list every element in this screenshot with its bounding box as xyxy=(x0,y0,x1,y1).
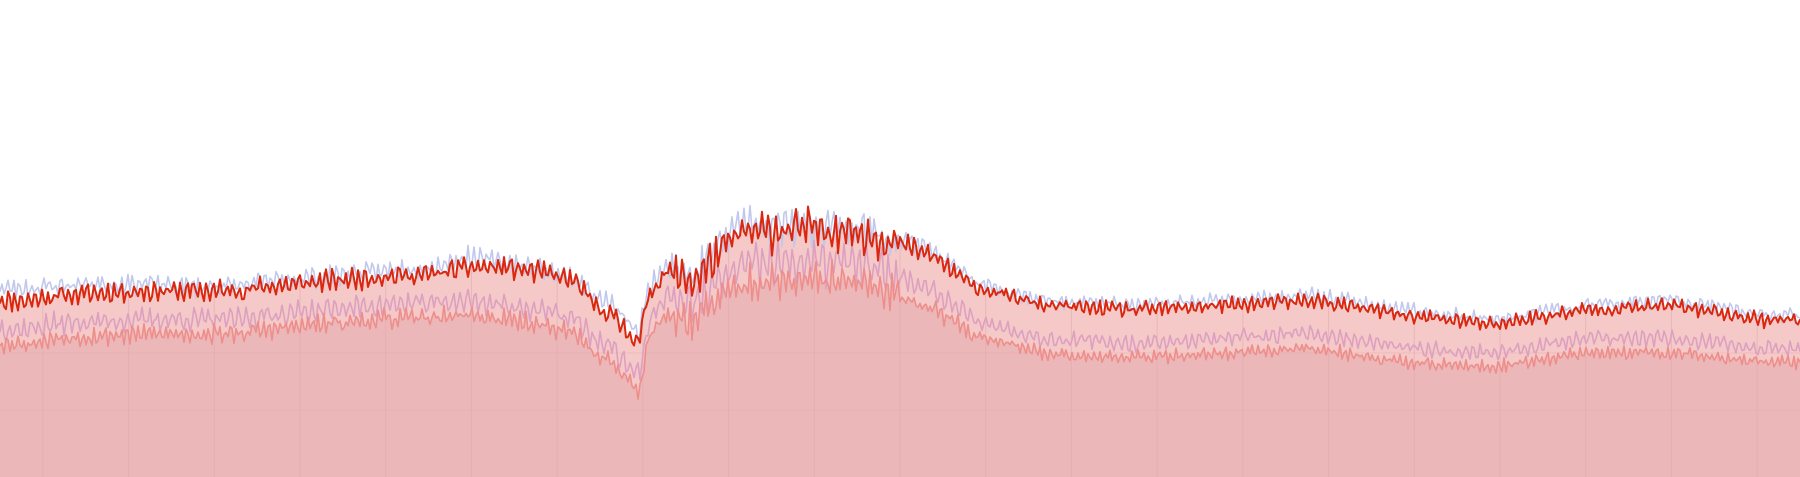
series-line-salmon xyxy=(0,258,1800,401)
series-line-main xyxy=(0,205,1800,347)
series-line-pink xyxy=(0,237,1800,381)
